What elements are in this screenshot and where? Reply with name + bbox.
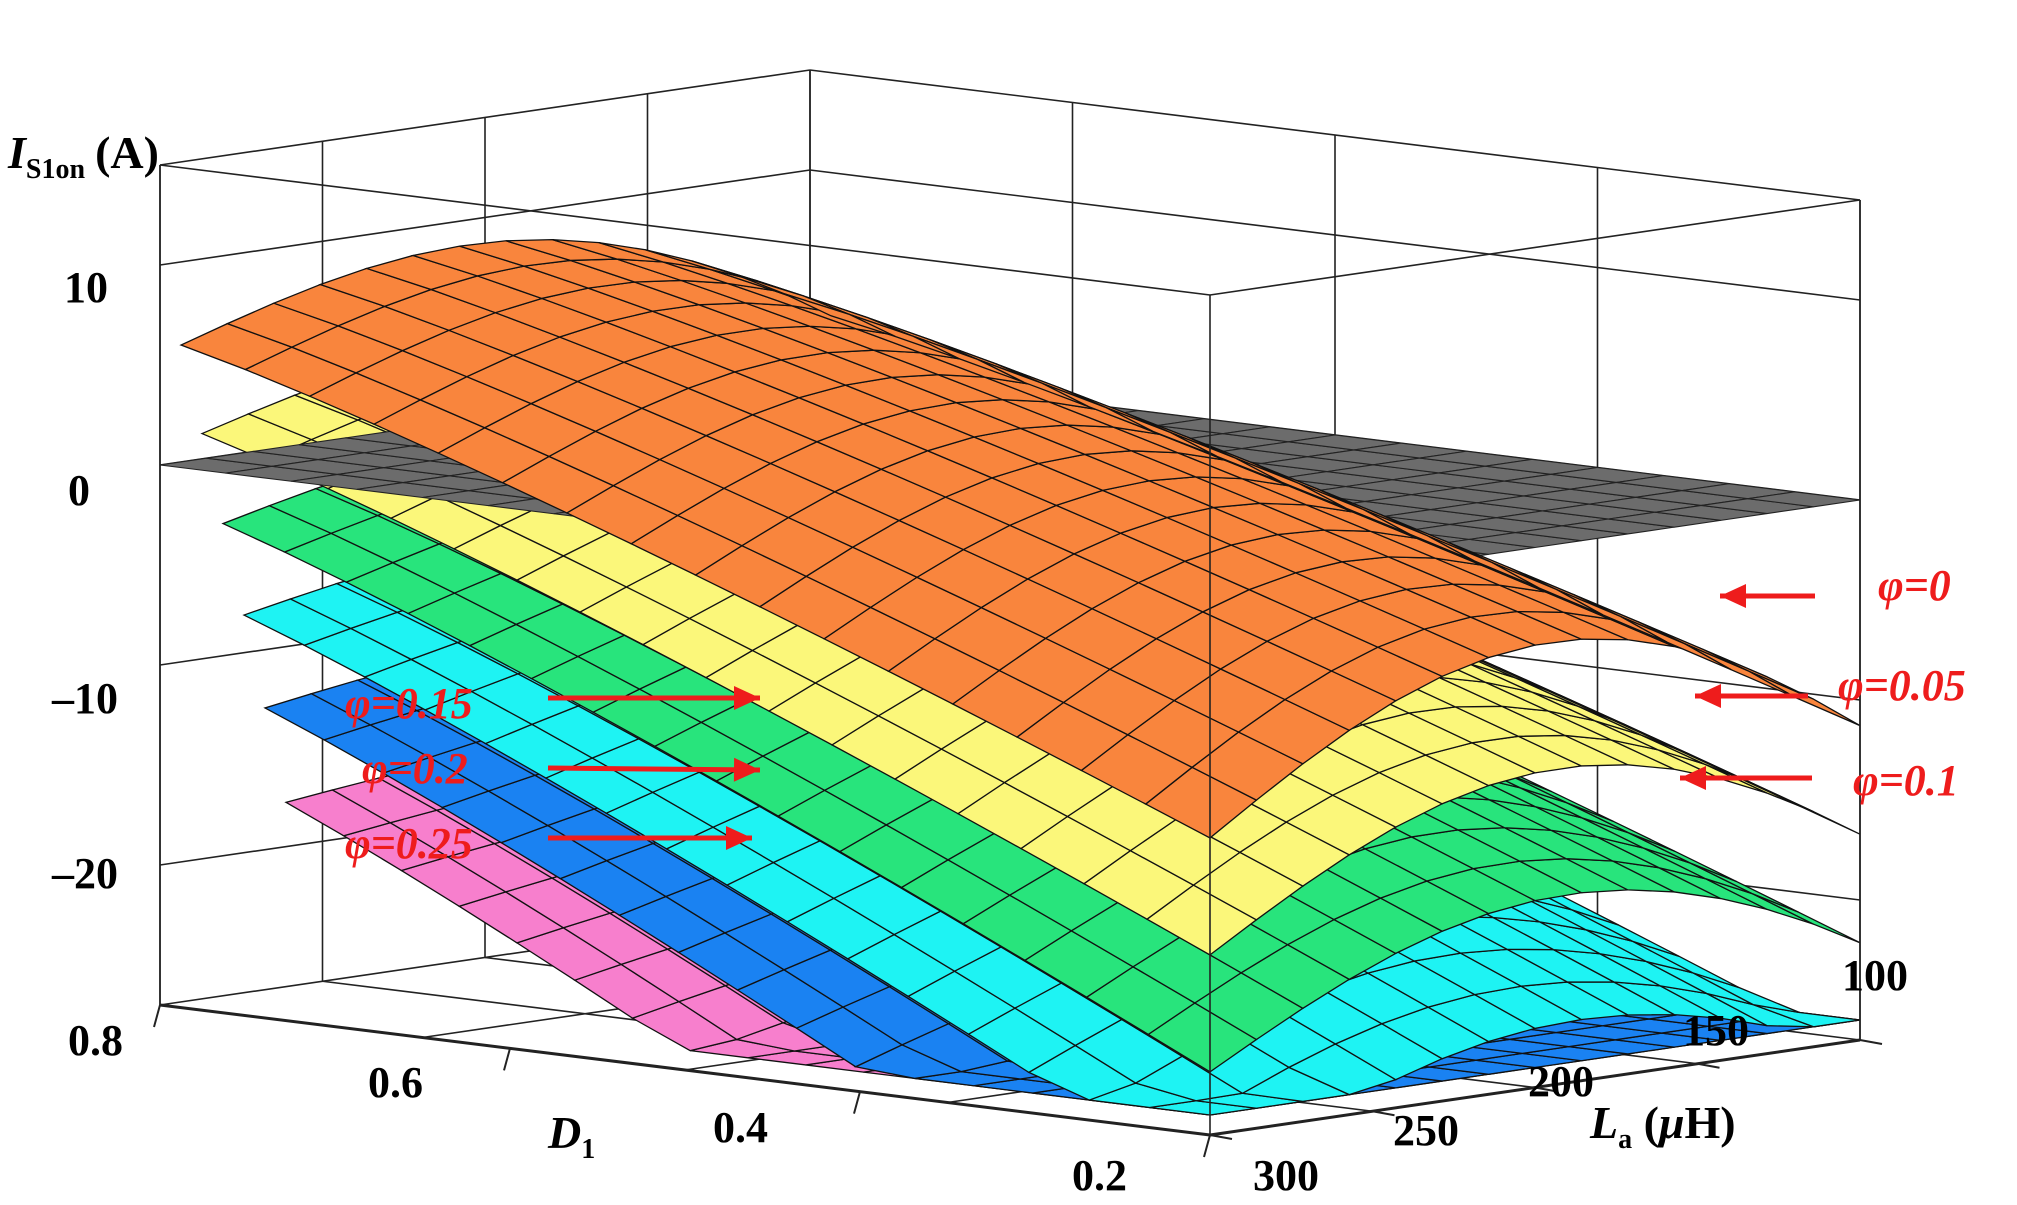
surface-φ=0 (179, 238, 1861, 839)
surface-cell (1751, 892, 1861, 944)
y-tick-label: 250 (1393, 1106, 1459, 1155)
y-axis-title: La (μH) (1589, 1097, 1736, 1155)
x-tick-label: 0.2 (1072, 1151, 1127, 1200)
box-edge (159, 69, 811, 166)
x-tick-mark (503, 1048, 511, 1071)
surface-layers (159, 238, 1861, 1116)
surface-cell (1705, 878, 1814, 925)
label-phi-0-15: φ=0.15 (345, 679, 473, 728)
z-tick-label: 10 (64, 263, 108, 312)
box-edge (159, 1003, 1211, 1137)
arrow-head (734, 686, 760, 710)
surface-cell (1684, 643, 1797, 699)
x-tick-label: 0.6 (368, 1058, 423, 1107)
x-tick-mark (153, 1004, 161, 1028)
arrow-head (1680, 766, 1706, 790)
z-axis-title: IS1on (A) (7, 127, 159, 185)
y-tick-mark (1372, 1110, 1395, 1117)
surface-cell (784, 293, 896, 338)
annotation-arrow (547, 757, 761, 782)
y-tick-mark (1697, 1062, 1720, 1069)
y-tick-mark (1209, 1134, 1233, 1140)
left-wall-grid-line (159, 169, 811, 266)
arrow-head (726, 826, 752, 850)
label-phi-0-2: φ=0.2 (362, 744, 468, 793)
label-phi-0-05: φ=0.05 (1838, 661, 1966, 710)
x-axis-title: D1 (547, 1107, 595, 1165)
label-phi-0: φ=0 (1878, 561, 1951, 610)
arrow-head (1720, 584, 1746, 608)
y-tick-mark (1859, 1039, 1883, 1045)
z-tick-label: –20 (51, 849, 118, 898)
annotation-arrow (548, 826, 752, 850)
box-edge (159, 164, 1211, 296)
y-tick-label: 150 (1683, 1006, 1749, 1055)
surface-cell (1657, 749, 1768, 794)
annotation-arrow (548, 686, 760, 710)
arrow-shaft (547, 765, 761, 773)
x-tick-mark (1203, 1134, 1211, 1158)
z-tick-label: 0 (68, 466, 90, 515)
label-phi-0-1: φ=0.1 (1853, 756, 1959, 805)
arrow-head (1695, 684, 1721, 708)
x-tick-label: 0.4 (713, 1103, 768, 1152)
label-phi-0-25: φ=0.25 (345, 819, 473, 868)
z-tick-label: –10 (51, 674, 118, 723)
annotation-arrow (1680, 766, 1812, 790)
box-edge (1209, 199, 1861, 296)
chart-front-edges (153, 164, 1883, 1158)
back-wall-grid-line (809, 169, 1861, 301)
x-tick-label: 0.8 (68, 1016, 123, 1065)
annotation-arrow (1720, 584, 1815, 608)
arrow-head (733, 757, 760, 782)
y-tick-mark (1534, 1086, 1558, 1093)
annotation-arrow (1695, 684, 1808, 708)
y-tick-label: 300 (1253, 1151, 1319, 1200)
y-tick-label: 200 (1528, 1057, 1594, 1106)
y-tick-label: 100 (1842, 951, 1908, 1000)
surface-cell (1620, 615, 1732, 671)
box-edge (809, 69, 1861, 201)
x-tick-mark (853, 1091, 861, 1114)
series-annotations: φ=0 φ=0.05 φ=0.1 φ=0.15 φ=0.2 φ=0.25 (345, 561, 1966, 868)
